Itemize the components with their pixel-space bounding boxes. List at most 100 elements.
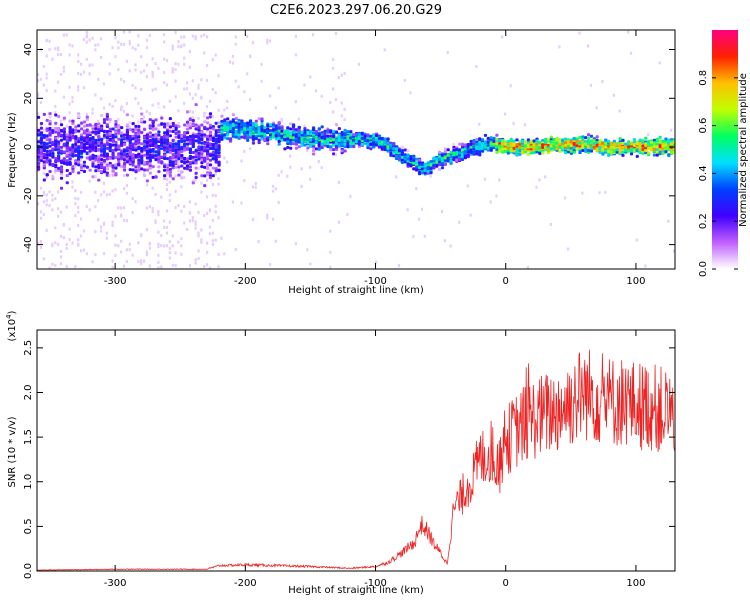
heatmap-cell <box>71 128 75 132</box>
heatmap-cell <box>309 138 313 142</box>
heatmap-cell <box>48 144 52 148</box>
heatmap-cell <box>160 138 164 142</box>
heatmap-cell <box>51 193 54 197</box>
heatmap-cell <box>114 253 117 257</box>
heatmap-cell <box>102 149 107 153</box>
heatmap-cell <box>177 45 180 49</box>
heatmap-cell <box>586 148 591 152</box>
heatmap-cell <box>578 151 582 155</box>
heatmap-cell <box>561 144 565 148</box>
heatmap-cell <box>188 211 192 215</box>
heatmap-cell <box>151 74 154 78</box>
heatmap-cell <box>194 202 197 206</box>
heatmap-cell <box>48 169 52 173</box>
heatmap-cell <box>102 134 107 138</box>
heatmap-cell <box>208 126 213 130</box>
heatmap-cell <box>160 116 164 120</box>
heatmap-cell <box>165 147 170 151</box>
heatmap-cell <box>208 232 212 236</box>
heatmap-cell <box>74 136 78 140</box>
heatmap-cell <box>217 108 220 112</box>
heatmap-cell <box>197 231 200 235</box>
heatmap-cell <box>57 127 61 131</box>
heatmap-cell <box>120 165 124 169</box>
heatmap-cell <box>59 165 64 169</box>
heatmap-cell <box>234 135 238 139</box>
heatmap-cell <box>174 142 178 146</box>
heatmap-cell <box>45 39 48 43</box>
heatmap-cell <box>200 238 203 242</box>
heatmap-cell <box>71 241 74 245</box>
heatmap-cell <box>131 197 134 201</box>
heatmap-cell <box>412 167 416 171</box>
heatmap-cell <box>346 145 350 149</box>
heatmap-cell <box>37 242 40 246</box>
heatmap-cell <box>168 122 171 126</box>
heatmap-cell <box>420 167 425 171</box>
heatmap-cell <box>320 125 324 129</box>
heatmap-cell <box>85 152 89 156</box>
heatmap-cell <box>294 146 299 150</box>
heatmap-cell <box>495 133 499 137</box>
heatmap-cell <box>294 100 298 104</box>
heatmap-cell <box>168 251 171 255</box>
heatmap-cell <box>604 190 607 194</box>
heatmap-cell <box>48 115 52 119</box>
heatmap-cell <box>142 153 147 157</box>
heatmap-cell <box>77 160 81 164</box>
heatmap-cell <box>82 167 86 171</box>
heatmap-cell <box>68 227 71 231</box>
heatmap-cell <box>435 160 439 164</box>
heatmap-cell <box>137 43 140 47</box>
heatmap-cell <box>128 30 131 34</box>
heatmap-cell <box>71 136 75 140</box>
heatmap-cell <box>97 122 101 126</box>
heatmap-cell <box>197 83 200 87</box>
heatmap-cell <box>102 144 107 148</box>
heatmap-cell <box>94 156 98 160</box>
heatmap-cell <box>88 168 92 172</box>
heatmap-cell <box>349 142 353 146</box>
heatmap-cell <box>120 134 124 138</box>
heatmap-cell <box>191 159 195 163</box>
heatmap-cell <box>406 149 410 153</box>
heatmap-cell <box>237 133 241 137</box>
heatmap-cell <box>188 126 193 130</box>
heatmap-cell <box>375 134 379 138</box>
heatmap-cell <box>289 131 293 135</box>
heatmap-cell <box>168 156 172 160</box>
heatmap-cell <box>248 123 253 127</box>
heatmap-cell <box>148 242 151 246</box>
heatmap-cell <box>74 196 77 200</box>
heatmap-cell <box>200 165 204 169</box>
heatmap-cell <box>114 243 117 247</box>
heatmap-cell <box>145 109 149 113</box>
heatmap-cell <box>91 153 95 157</box>
heatmap-cell <box>243 90 246 94</box>
heatmap-cell <box>100 193 103 197</box>
heatmap-cell <box>483 145 488 149</box>
heatmap-cell <box>274 124 278 128</box>
heatmap-cell <box>128 248 131 252</box>
heatmap-cell <box>535 142 539 146</box>
heatmap-cell <box>65 265 68 269</box>
heatmap-cell <box>177 157 181 161</box>
heatmap-cell <box>65 124 68 128</box>
heatmap-cell <box>206 211 209 215</box>
heatmap-cell <box>197 167 200 171</box>
heatmap-cell <box>521 139 525 143</box>
heatmap-cell <box>57 148 61 152</box>
heatmap-cell <box>168 144 172 148</box>
heatmap-cell <box>59 210 63 214</box>
heatmap-cell <box>111 148 115 152</box>
heatmap-cell <box>415 157 419 161</box>
heatmap-cell <box>183 43 186 47</box>
heatmap-cell <box>495 137 499 141</box>
heatmap-cell <box>206 78 209 82</box>
heatmap-cell <box>246 128 250 132</box>
heatmap-cell <box>163 125 167 129</box>
heatmap-cell <box>177 165 181 169</box>
heatmap-cell <box>137 101 140 105</box>
heatmap-cell <box>354 140 359 144</box>
heatmap-cell <box>386 137 390 141</box>
